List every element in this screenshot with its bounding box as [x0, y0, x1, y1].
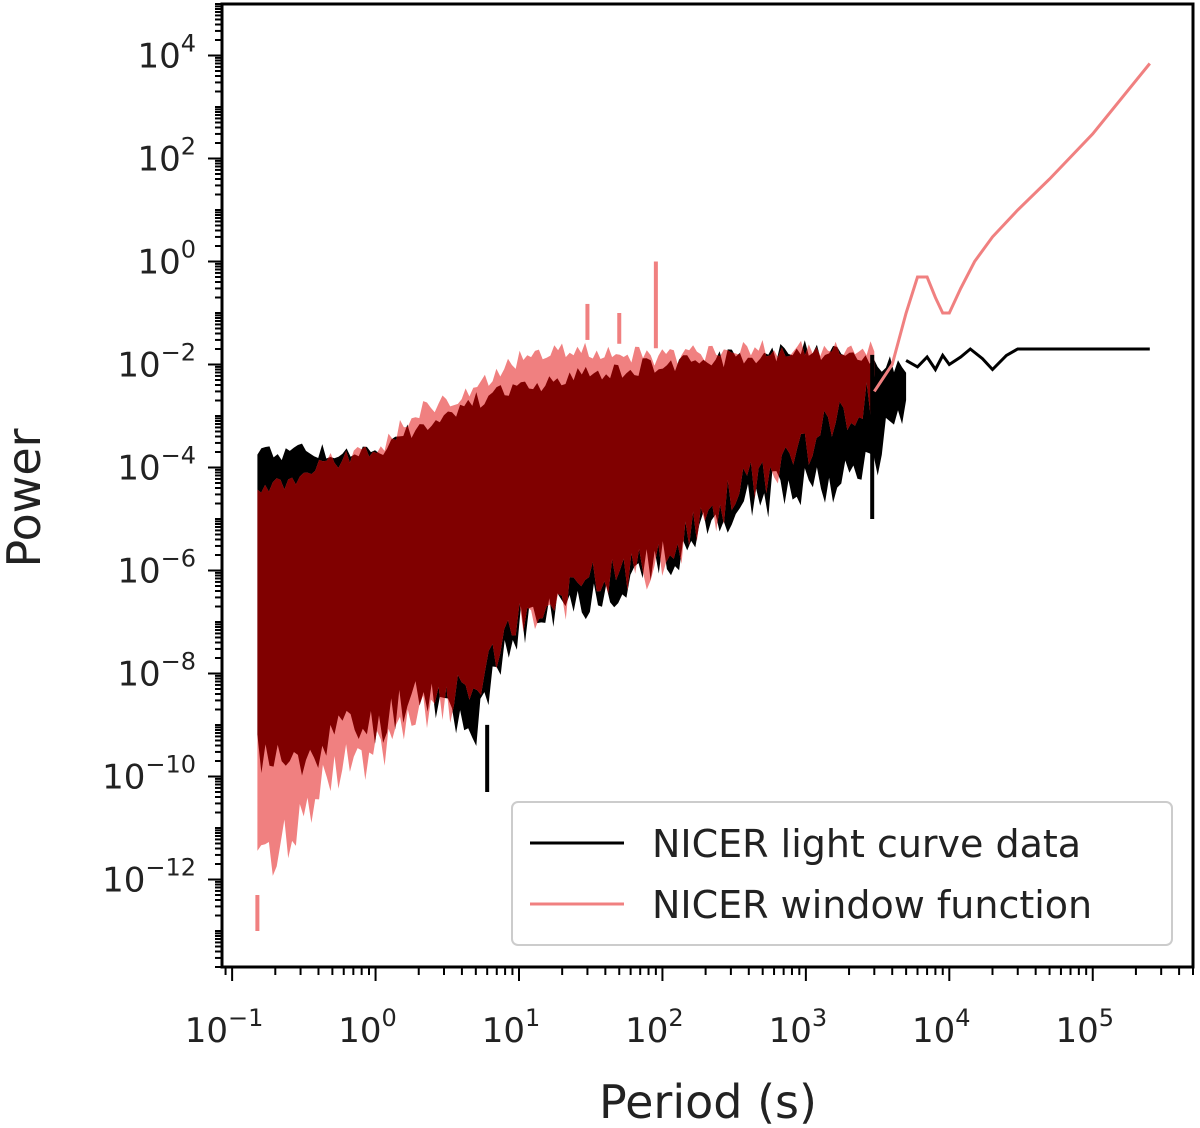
- y-tick-label: 10−12: [102, 854, 196, 901]
- series-spikes: [255, 261, 875, 932]
- x-tick-label: 100: [338, 1004, 397, 1051]
- y-axis: 104 102 100 10−2 10−4 10−6 10−8 10−10 10−12: [102, 3, 222, 968]
- series-light-curve-tail: [905, 347, 1150, 373]
- y-tick-label: 10−2: [117, 339, 196, 386]
- x-tick-label: 104: [912, 1004, 971, 1051]
- legend-box: [511, 801, 1173, 946]
- plot-content: [255, 62, 1151, 932]
- y-tick-label: 10−6: [117, 545, 196, 592]
- y-tick-label: 10−10: [102, 751, 196, 798]
- plot-frame: [220, 2, 1195, 969]
- y-axis-label: Power: [0, 428, 51, 567]
- y-tick-label: 10−4: [117, 442, 196, 489]
- x-tick-label: 103: [769, 1004, 828, 1051]
- x-axis-label: Period (s): [599, 1075, 817, 1128]
- y-tick-label: 104: [137, 30, 196, 77]
- legend-label-window-function: NICER window function: [652, 883, 1092, 927]
- x-tick-label: 105: [1055, 1004, 1114, 1051]
- x-tick-label: 10−1: [185, 1004, 264, 1051]
- legend-label-light-curve: NICER light curve data: [652, 822, 1081, 866]
- x-tick-label: 102: [625, 1004, 684, 1051]
- x-axis: 10−1 100 101 102 103 104 105: [185, 967, 1194, 1051]
- y-tick-label: 100: [137, 236, 196, 283]
- x-tick-label: 101: [482, 1004, 541, 1051]
- legend: NICER light curve data NICER window func…: [511, 801, 1173, 946]
- y-tick-label: 102: [137, 133, 196, 180]
- series-window-function-tail: [873, 62, 1151, 393]
- y-tick-label: 10−8: [117, 648, 196, 695]
